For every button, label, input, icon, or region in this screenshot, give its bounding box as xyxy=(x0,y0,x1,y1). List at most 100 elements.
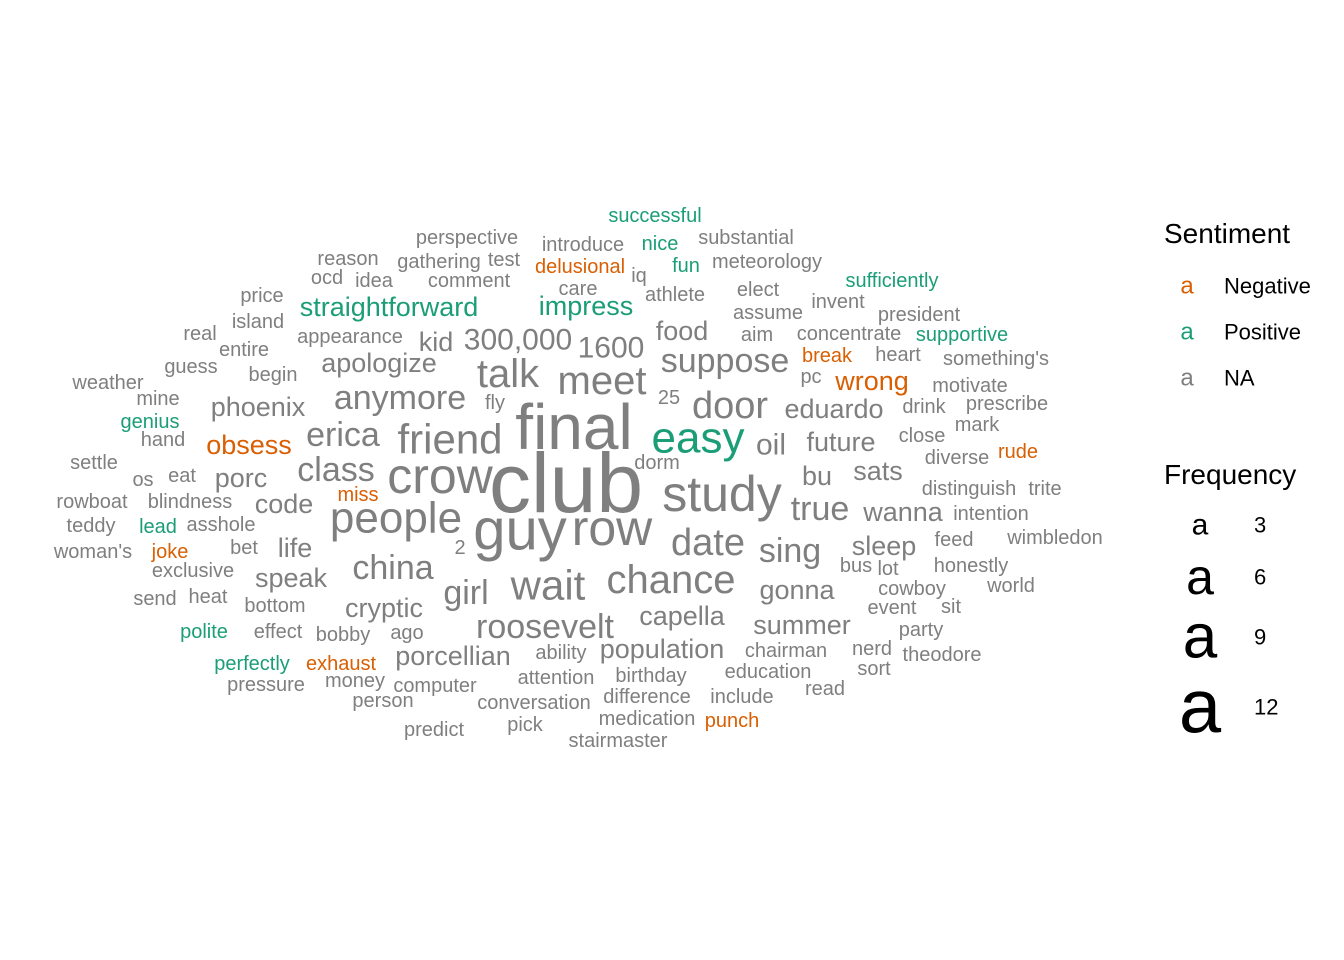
word-idea: idea xyxy=(355,270,394,292)
word-obsess: obsess xyxy=(206,430,292,460)
word-polite: polite xyxy=(180,621,228,643)
word-row: row xyxy=(572,500,653,556)
word-mine: mine xyxy=(136,388,179,410)
word-erica: erica xyxy=(306,416,380,454)
legend-size-key-12: a xyxy=(1179,665,1222,750)
word-athlete: athlete xyxy=(645,284,705,306)
word-capella: capella xyxy=(639,601,726,631)
word-study: study xyxy=(662,466,782,522)
word-rowboat: rowboat xyxy=(56,491,128,513)
word-person: person xyxy=(352,690,413,712)
word-guy: guy xyxy=(473,498,567,563)
word-weather: weather xyxy=(71,372,143,394)
word-substantial: substantial xyxy=(698,227,794,249)
word-future: future xyxy=(806,427,875,457)
word-heart: heart xyxy=(875,344,921,366)
word-phoenix: phoenix xyxy=(211,392,306,422)
word-girl: girl xyxy=(443,574,488,612)
word-class: class xyxy=(297,451,374,489)
word-guess: guess xyxy=(164,356,217,378)
word-bus: bus xyxy=(840,555,872,577)
word-porcellian: porcellian xyxy=(395,641,511,671)
word-education: education xyxy=(725,661,812,683)
word-nerd: nerd xyxy=(852,638,892,660)
word-pc: pc xyxy=(800,366,821,388)
word-party: party xyxy=(899,619,943,641)
word-suppose: suppose xyxy=(661,342,790,380)
legend-size-label-3: 3 xyxy=(1254,513,1266,538)
word-honestly: honestly xyxy=(934,555,1009,577)
word-sats: sats xyxy=(853,456,903,486)
word-club: club xyxy=(489,436,643,530)
word-distinguish: distinguish xyxy=(922,478,1017,500)
legend-label-na: NA xyxy=(1224,366,1255,391)
word-successful: successful xyxy=(608,205,701,227)
legend-size-label-9: 9 xyxy=(1254,625,1266,650)
word-talk: talk xyxy=(477,352,540,396)
word-friend: friend xyxy=(397,416,502,463)
word-1600: 1600 xyxy=(578,332,645,365)
word-exclusive: exclusive xyxy=(152,560,234,582)
word-chairman: chairman xyxy=(745,640,827,662)
word-code: code xyxy=(255,489,314,519)
word-wimbledon: wimbledon xyxy=(1006,527,1103,549)
word-invent: invent xyxy=(811,291,865,313)
sentiment-legend-items: a Negative a Positive a NA xyxy=(1180,273,1311,392)
word-reason: reason xyxy=(317,248,378,270)
word-perfectly: perfectly xyxy=(214,653,290,675)
word-pick: pick xyxy=(507,714,544,736)
word-mark: mark xyxy=(955,414,1000,436)
word-fun: fun xyxy=(672,255,700,277)
word-people: people xyxy=(330,494,462,543)
legend-size-label-12: 12 xyxy=(1254,695,1278,720)
frequency-legend-items: a 3 a 6 a 9 a 12 xyxy=(1179,509,1279,750)
word-rude: rude xyxy=(998,441,1038,463)
word-final: final xyxy=(515,391,632,463)
word-crow: crow xyxy=(387,448,493,504)
word-gathering: gathering xyxy=(397,251,480,273)
word-stairmaster: stairmaster xyxy=(569,730,668,752)
word-apologize: apologize xyxy=(321,348,437,378)
word-blindness: blindness xyxy=(148,491,233,513)
word-feed: feed xyxy=(935,529,974,551)
word-china: china xyxy=(352,549,433,587)
word-bottom: bottom xyxy=(244,595,305,617)
word-entire: entire xyxy=(219,339,269,361)
word-miss: miss xyxy=(337,484,378,506)
word-gonna: gonna xyxy=(759,575,835,605)
word-sit: sit xyxy=(941,596,961,618)
word-ability: ability xyxy=(535,642,586,664)
word-attention: attention xyxy=(518,667,595,689)
word-wrong: wrong xyxy=(834,366,909,396)
word-eduardo: eduardo xyxy=(784,394,883,424)
legend-label-negative: Negative xyxy=(1224,274,1311,299)
word-os: os xyxy=(132,469,153,491)
word-lot: lot xyxy=(877,558,899,580)
legend: Sentiment a Negative a Positive a NA Frequenc… xyxy=(1164,218,1311,750)
word-intention: intention xyxy=(953,503,1029,525)
word-cowboy: cowboy xyxy=(878,578,946,600)
legend-size-key-6: a xyxy=(1186,549,1214,605)
word-close: close xyxy=(899,425,946,447)
word-sing: sing xyxy=(759,532,821,570)
word-comment: comment xyxy=(428,270,511,292)
word-bet: bet xyxy=(230,537,258,559)
word-300-000: 300,000 xyxy=(464,324,572,357)
word-wait: wait xyxy=(510,562,586,609)
word-test: test xyxy=(488,249,521,271)
word-diverse: diverse xyxy=(925,447,989,469)
word-conversation: conversation xyxy=(477,692,590,714)
word-read: read xyxy=(805,678,845,700)
word-world: world xyxy=(986,575,1035,597)
word-motivate: motivate xyxy=(932,375,1008,397)
word-something-s: something's xyxy=(943,348,1049,370)
word-fly: fly xyxy=(485,392,505,414)
word-anymore: anymore xyxy=(334,379,466,417)
word-2: 2 xyxy=(454,537,465,559)
word-bobby: bobby xyxy=(316,624,371,646)
word-effect: effect xyxy=(254,621,303,643)
word-predict: predict xyxy=(404,719,464,741)
word-delusional: delusional xyxy=(535,256,625,278)
